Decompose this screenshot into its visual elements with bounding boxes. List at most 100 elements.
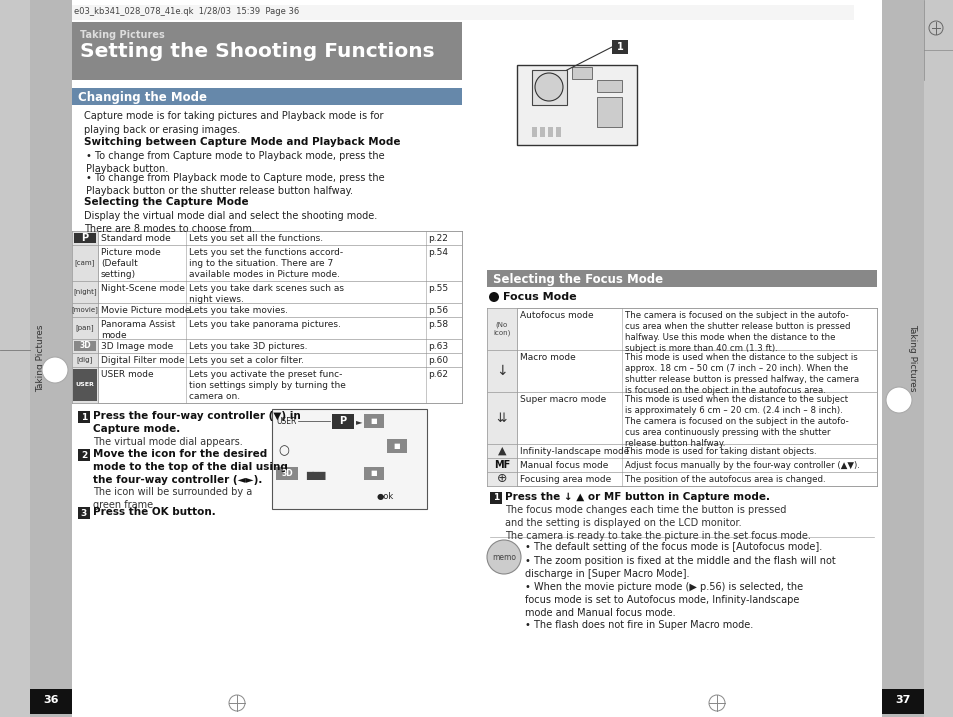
Bar: [547, 127, 553, 137]
Text: p.60: p.60: [428, 356, 448, 365]
Text: ■: ■: [371, 470, 377, 476]
Bar: [486, 444, 876, 458]
Text: Changing the Mode: Changing the Mode: [78, 91, 207, 104]
Text: Autofocus mode: Autofocus mode: [519, 311, 593, 320]
Text: The focus mode changes each time the button is pressed
and the setting is displa: The focus mode changes each time the but…: [504, 505, 810, 541]
Text: Lets you set the functions accord-
ing to the situation. There are 7
available m: Lets you set the functions accord- ing t…: [189, 248, 343, 279]
Bar: [539, 127, 544, 137]
Bar: [71, 281, 98, 303]
Bar: [532, 127, 537, 137]
Bar: [71, 339, 98, 353]
Bar: [71, 367, 98, 403]
Text: ■: ■: [394, 443, 400, 449]
Text: ⇊: ⇊: [497, 412, 507, 424]
Bar: [71, 339, 461, 353]
Text: Lets you take movies.: Lets you take movies.: [189, 306, 288, 315]
Text: ▲: ▲: [497, 446, 506, 456]
Text: Lets you take panorama pictures.: Lets you take panorama pictures.: [189, 320, 340, 329]
Text: [dig]: [dig]: [77, 356, 93, 364]
Bar: [71, 231, 98, 245]
Text: [movie]: [movie]: [71, 307, 98, 313]
Bar: [332, 414, 354, 429]
Bar: [364, 467, 384, 480]
Text: [night]: [night]: [73, 289, 96, 295]
Text: Manual focus mode: Manual focus mode: [519, 461, 608, 470]
Bar: [71, 22, 461, 80]
Text: Setting the Shooting Functions: Setting the Shooting Functions: [80, 42, 435, 61]
Bar: [486, 458, 876, 472]
Text: USER mode: USER mode: [101, 370, 153, 379]
Bar: [71, 353, 98, 367]
Text: Digital Filter mode: Digital Filter mode: [101, 356, 185, 365]
Text: Press the OK button.: Press the OK button.: [92, 507, 215, 517]
Text: USER: USER: [75, 382, 94, 387]
Bar: [486, 392, 876, 444]
Bar: [30, 0, 71, 717]
Bar: [71, 303, 461, 317]
Text: p.56: p.56: [428, 306, 448, 315]
Text: Taking Pictures: Taking Pictures: [36, 324, 46, 391]
Text: 3D: 3D: [79, 341, 91, 351]
Text: • The flash does not fire in Super Macro mode.: • The flash does not fire in Super Macro…: [524, 620, 753, 630]
Text: e03_kb341_028_078_41e.qk  1/28/03  15:39  Page 36: e03_kb341_028_078_41e.qk 1/28/03 15:39 P…: [74, 7, 299, 16]
Text: Taking Pictures: Taking Pictures: [907, 324, 917, 391]
Text: p.55: p.55: [428, 284, 448, 293]
Bar: [387, 439, 407, 453]
Text: • To change from Capture mode to Playback mode, press the
Playback button.: • To change from Capture mode to Playbac…: [86, 151, 384, 174]
Bar: [486, 308, 876, 350]
Text: ↓: ↓: [496, 364, 507, 378]
Text: 1: 1: [81, 412, 87, 422]
Text: Infinity-landscape mode: Infinity-landscape mode: [519, 447, 629, 456]
Bar: [486, 472, 876, 486]
Text: 37: 37: [894, 695, 910, 705]
Bar: [882, 689, 923, 714]
Text: Move the icon for the desired
mode to the top of the dial using
the four-way con: Move the icon for the desired mode to th…: [92, 449, 288, 485]
Text: (No
icon): (No icon): [493, 322, 510, 336]
Bar: [364, 414, 384, 428]
Text: 36: 36: [43, 695, 59, 705]
Bar: [612, 40, 627, 54]
Text: Switching between Capture Mode and Playback Mode: Switching between Capture Mode and Playb…: [84, 137, 400, 147]
Bar: [71, 245, 461, 281]
Bar: [597, 97, 621, 127]
Circle shape: [486, 540, 520, 574]
Text: • When the movie picture mode (▶ p.56) is selected, the
focus mode is set to Aut: • When the movie picture mode (▶ p.56) i…: [524, 582, 802, 618]
Text: Selecting the Focus Mode: Selecting the Focus Mode: [493, 273, 662, 286]
Bar: [71, 353, 461, 367]
Bar: [486, 270, 876, 287]
Bar: [486, 392, 517, 444]
Text: 3: 3: [81, 508, 87, 518]
Text: Taking Pictures: Taking Pictures: [80, 30, 165, 40]
Bar: [486, 472, 517, 486]
Text: p.58: p.58: [428, 320, 448, 329]
Bar: [78, 411, 90, 423]
Bar: [882, 0, 923, 717]
Circle shape: [42, 357, 68, 383]
Text: ○: ○: [277, 444, 289, 457]
Text: USER: USER: [275, 417, 296, 426]
Text: Adjust focus manually by the four-way controller (▲▼).: Adjust focus manually by the four-way co…: [624, 461, 859, 470]
Text: Lets you take dark scenes such as
night views.: Lets you take dark scenes such as night …: [189, 284, 344, 304]
Text: The position of the autofocus area is changed.: The position of the autofocus area is ch…: [624, 475, 824, 484]
Bar: [71, 5, 853, 20]
Text: Lets you set a color filter.: Lets you set a color filter.: [189, 356, 304, 365]
Text: Capture mode is for taking pictures and Playback mode is for
playing back or era: Capture mode is for taking pictures and …: [84, 111, 383, 135]
Text: Display the virtual mode dial and select the shooting mode.
There are 8 modes to: Display the virtual mode dial and select…: [84, 211, 376, 234]
Text: Focusing area mode: Focusing area mode: [519, 475, 611, 484]
Text: ●ok: ●ok: [376, 492, 394, 501]
Text: Standard mode: Standard mode: [101, 234, 171, 243]
Text: p.63: p.63: [428, 342, 448, 351]
Text: Macro mode: Macro mode: [519, 353, 576, 362]
Text: ►: ►: [355, 417, 362, 426]
Text: P: P: [81, 233, 89, 243]
Text: Press the ↓ ▲ or MF button in Capture mode.: Press the ↓ ▲ or MF button in Capture mo…: [504, 492, 769, 502]
Bar: [486, 458, 517, 472]
Text: ███: ███: [306, 471, 325, 480]
Bar: [486, 350, 876, 392]
Bar: [74, 233, 96, 243]
Text: 3D: 3D: [281, 468, 293, 478]
Text: [cam]: [cam]: [74, 260, 95, 267]
Circle shape: [885, 387, 911, 413]
Bar: [517, 65, 637, 145]
Text: memo: memo: [492, 553, 516, 561]
